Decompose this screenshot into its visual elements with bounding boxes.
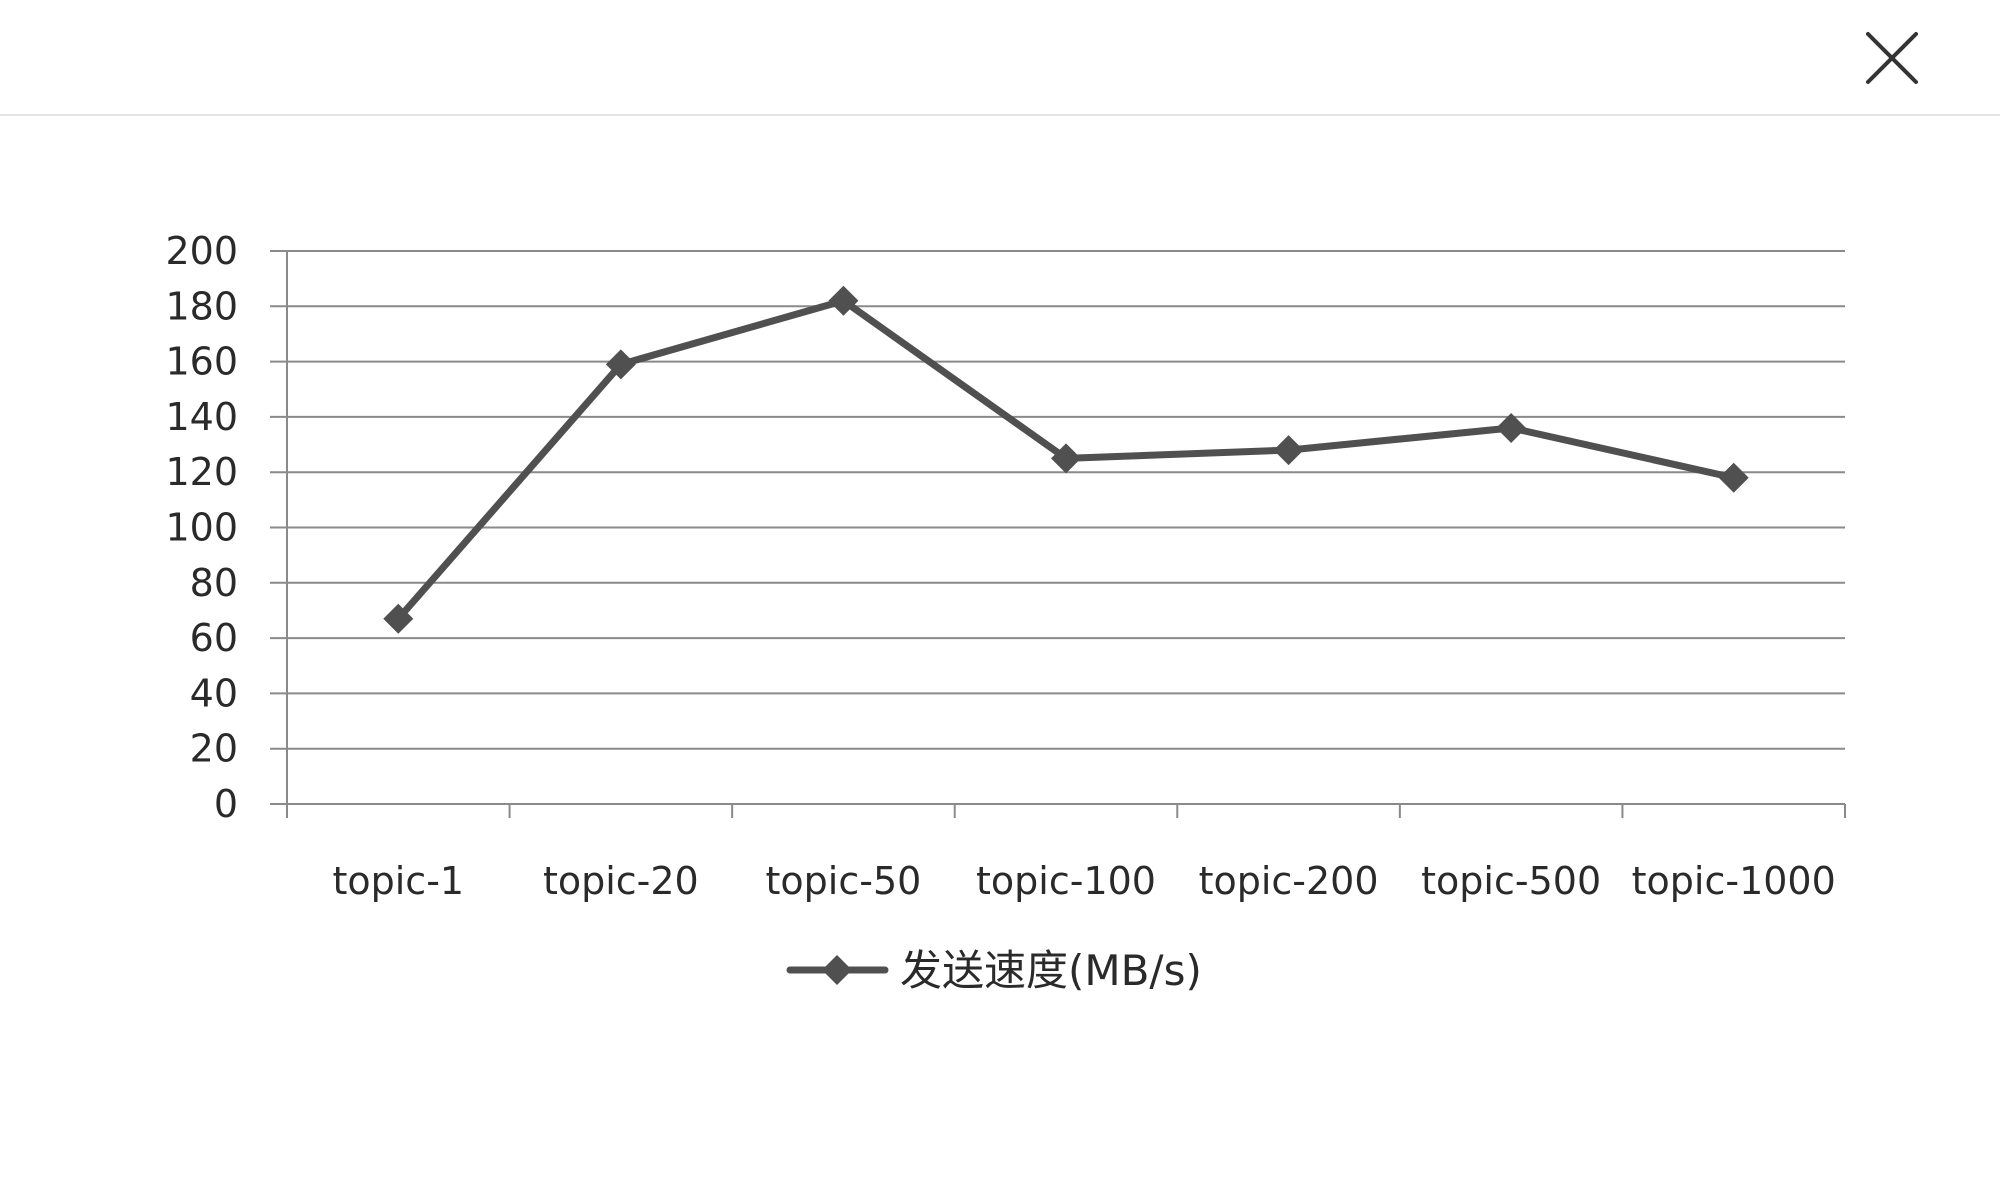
series-layer: [383, 285, 1749, 634]
data-point: [605, 349, 636, 380]
x-tick-label: topic-1: [332, 859, 464, 903]
data-point: [1051, 443, 1081, 474]
y-tick-label: 120: [165, 450, 238, 494]
close-icon: [1866, 32, 1918, 84]
axes: [270, 251, 1846, 818]
data-point: [1718, 462, 1749, 493]
x-tick-label: topic-20: [543, 859, 699, 903]
y-tick-label: 60: [190, 616, 238, 660]
y-tick-label: 80: [190, 561, 238, 605]
dialog-header: [0, 0, 2000, 116]
y-tick-label: 40: [190, 671, 238, 715]
close-button[interactable]: [1850, 24, 1930, 94]
y-tick-label: 20: [190, 727, 238, 771]
data-point: [1496, 412, 1527, 443]
y-tick-label: 160: [165, 340, 238, 384]
y-tick-label: 100: [165, 506, 238, 550]
legend-label: 发送速度(MB/s): [900, 946, 1202, 995]
legend-marker: [822, 955, 852, 985]
y-tick-label: 140: [165, 395, 238, 439]
y-tick-labels: 0 20 40 60 80 100 120 140 160 180 200: [165, 229, 238, 826]
data-point: [1273, 435, 1304, 466]
y-tick-label: 0: [214, 782, 238, 826]
y-tick-label: 180: [165, 284, 238, 328]
legend: 发送速度(MB/s): [786, 946, 1202, 995]
x-tick-label: topic-1000: [1632, 859, 1836, 903]
x-tick-label: topic-50: [766, 859, 922, 903]
grid-lines: [270, 250, 1845, 750]
x-tick-labels: topic-1 topic-20 topic-50 topic-100 topic-20…: [332, 859, 1835, 903]
y-tick-label: 200: [165, 229, 238, 273]
x-tick-label: topic-500: [1421, 859, 1601, 903]
data-point: [383, 603, 414, 634]
data-point: [828, 285, 859, 316]
x-tick-label: topic-200: [1199, 859, 1379, 903]
chart-container: 0 20 40 60 80 100 120 140 160 180 200 topic-1 topic…: [0, 118, 2000, 1200]
x-tick-label: topic-100: [976, 859, 1156, 903]
